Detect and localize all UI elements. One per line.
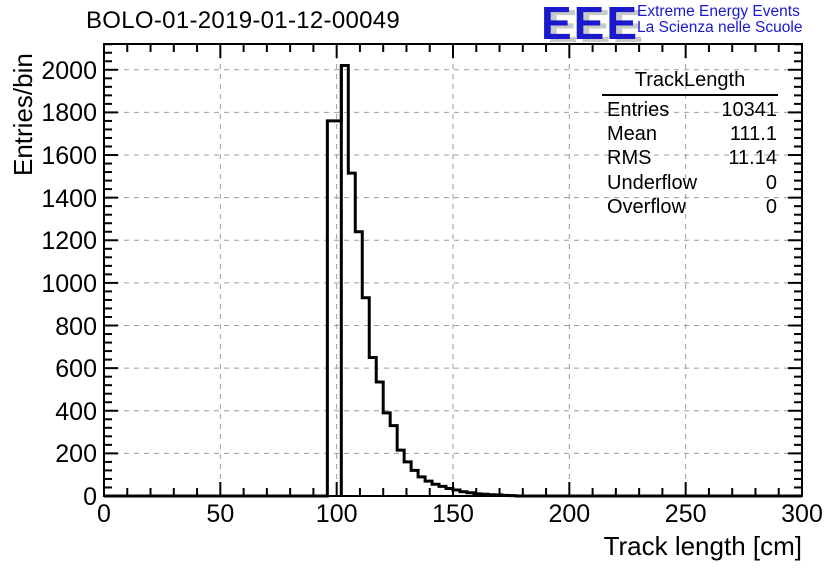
y-tick-label: 1600 [41, 142, 97, 171]
x-tick-label: 50 [206, 500, 235, 528]
x-axis-title: Track length [cm] [603, 531, 802, 561]
y-tick-label: 400 [55, 397, 97, 426]
y-tick-label: 1400 [41, 184, 97, 213]
stats-row: Entries 10341 [602, 98, 778, 122]
histogram-line [104, 64, 802, 498]
eee-logo-word: EEE [541, 0, 640, 49]
stats-label: Entries [607, 98, 670, 121]
stats-label: Mean [607, 123, 658, 146]
x-tick-label: 100 [315, 500, 358, 528]
stats-value: 111.1 [729, 123, 777, 146]
x-tick-label: 200 [548, 500, 591, 528]
y-tick-label: 600 [55, 355, 97, 384]
x-tick-label: 250 [664, 500, 707, 528]
eee-tagline-line1: Extreme Energy Events [637, 3, 800, 20]
stats-label: RMS [607, 147, 652, 170]
stats-box-title: TrackLength [602, 69, 778, 96]
y-tick-label: 0 [83, 483, 97, 511]
stats-label: Overflow [607, 196, 686, 219]
y-tick-label: 1000 [41, 269, 97, 298]
x-tick-label: 0 [97, 500, 111, 528]
stats-value: 0 [765, 196, 777, 219]
stats-row: Underflow 0 [602, 171, 778, 195]
x-tick-label: 150 [432, 500, 474, 528]
plot-title: BOLO-01-2019-01-12-00049 [86, 7, 401, 34]
y-tick-label: 2000 [41, 56, 97, 85]
stats-value: 10341 [721, 98, 777, 121]
stats-label: Underflow [607, 171, 698, 194]
stats-row: Mean 111.1 [602, 122, 778, 146]
x-tick-label: 300 [781, 500, 823, 528]
stats-box: TrackLength Entries 10341 Mean 111.1 RMS 11.1… [602, 69, 778, 220]
stats-row: Overflow 0 [602, 196, 778, 220]
y-tick-label: 1200 [41, 227, 97, 256]
y-tick-label: 1800 [41, 99, 97, 128]
y-tick-label: 200 [55, 440, 97, 469]
stats-box-rows: Entries 10341 Mean 111.1 RMS 11.14 Underflow 0 O… [602, 96, 778, 220]
stats-row: RMS 11.14 [602, 147, 778, 171]
stats-value: 0 [765, 171, 777, 194]
eee-tagline-line2: La Scienza nelle Scuole [637, 19, 803, 36]
y-tick-label: 800 [55, 312, 97, 341]
eee-logo-tagline: Extreme Energy Events La Scienza nelle S… [637, 4, 802, 36]
stats-value: 11.14 [728, 147, 777, 170]
